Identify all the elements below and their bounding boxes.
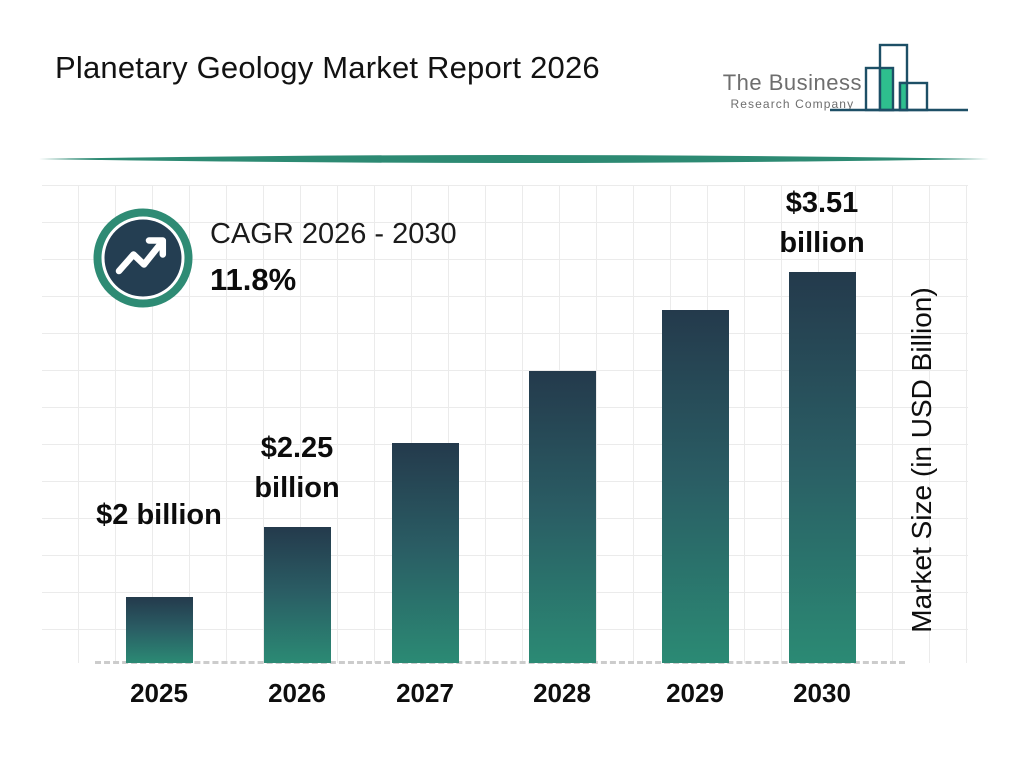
value-label-line: $2.25 [260,432,334,464]
x-axis-baseline [95,661,905,664]
value-label-2030: $3.51 billion [702,183,942,263]
bar-2025 [125,597,193,663]
bar-2030 [788,272,856,663]
logo-text-secondary: Research Company [730,97,855,111]
logo-text: The Business Research Company [723,70,862,111]
cagr-label: CAGR 2026 - 2030 [210,218,457,250]
x-tick-label-2026: 2026 [268,678,326,708]
trend-up-icon [93,208,193,308]
value-label-2025: $2 billion [39,495,279,535]
x-tick-label-2025: 2025 [130,678,188,708]
value-label-line: billion [254,472,340,504]
x-tick-label-2028: 2028 [533,678,591,708]
x-tick-label-2030: 2030 [793,678,851,708]
bar-2026 [263,527,331,663]
company-logo: The Business Research Company [700,40,990,130]
logo-text-primary: The Business [722,70,862,95]
y-axis-label: Market Size (in USD Billion) [906,287,937,633]
logo-bars-icon [830,43,968,112]
value-label-line: billion [779,227,865,259]
x-tick-label-2027: 2027 [396,678,454,708]
value-label-2026: $2.25 billion [177,428,417,508]
bar-2027 [391,443,459,663]
cagr-badge [93,208,193,308]
page-title: Planetary Geology Market Report 2026 [55,50,600,85]
cagr-value: 11.8% [210,262,297,297]
value-label-line: $3.51 [785,187,859,219]
x-tick-label-2029: 2029 [666,678,724,708]
bar-2028 [528,371,596,663]
divider-line [39,155,989,163]
value-label-line: $2 billion [96,499,222,531]
bar-2029 [661,310,729,663]
